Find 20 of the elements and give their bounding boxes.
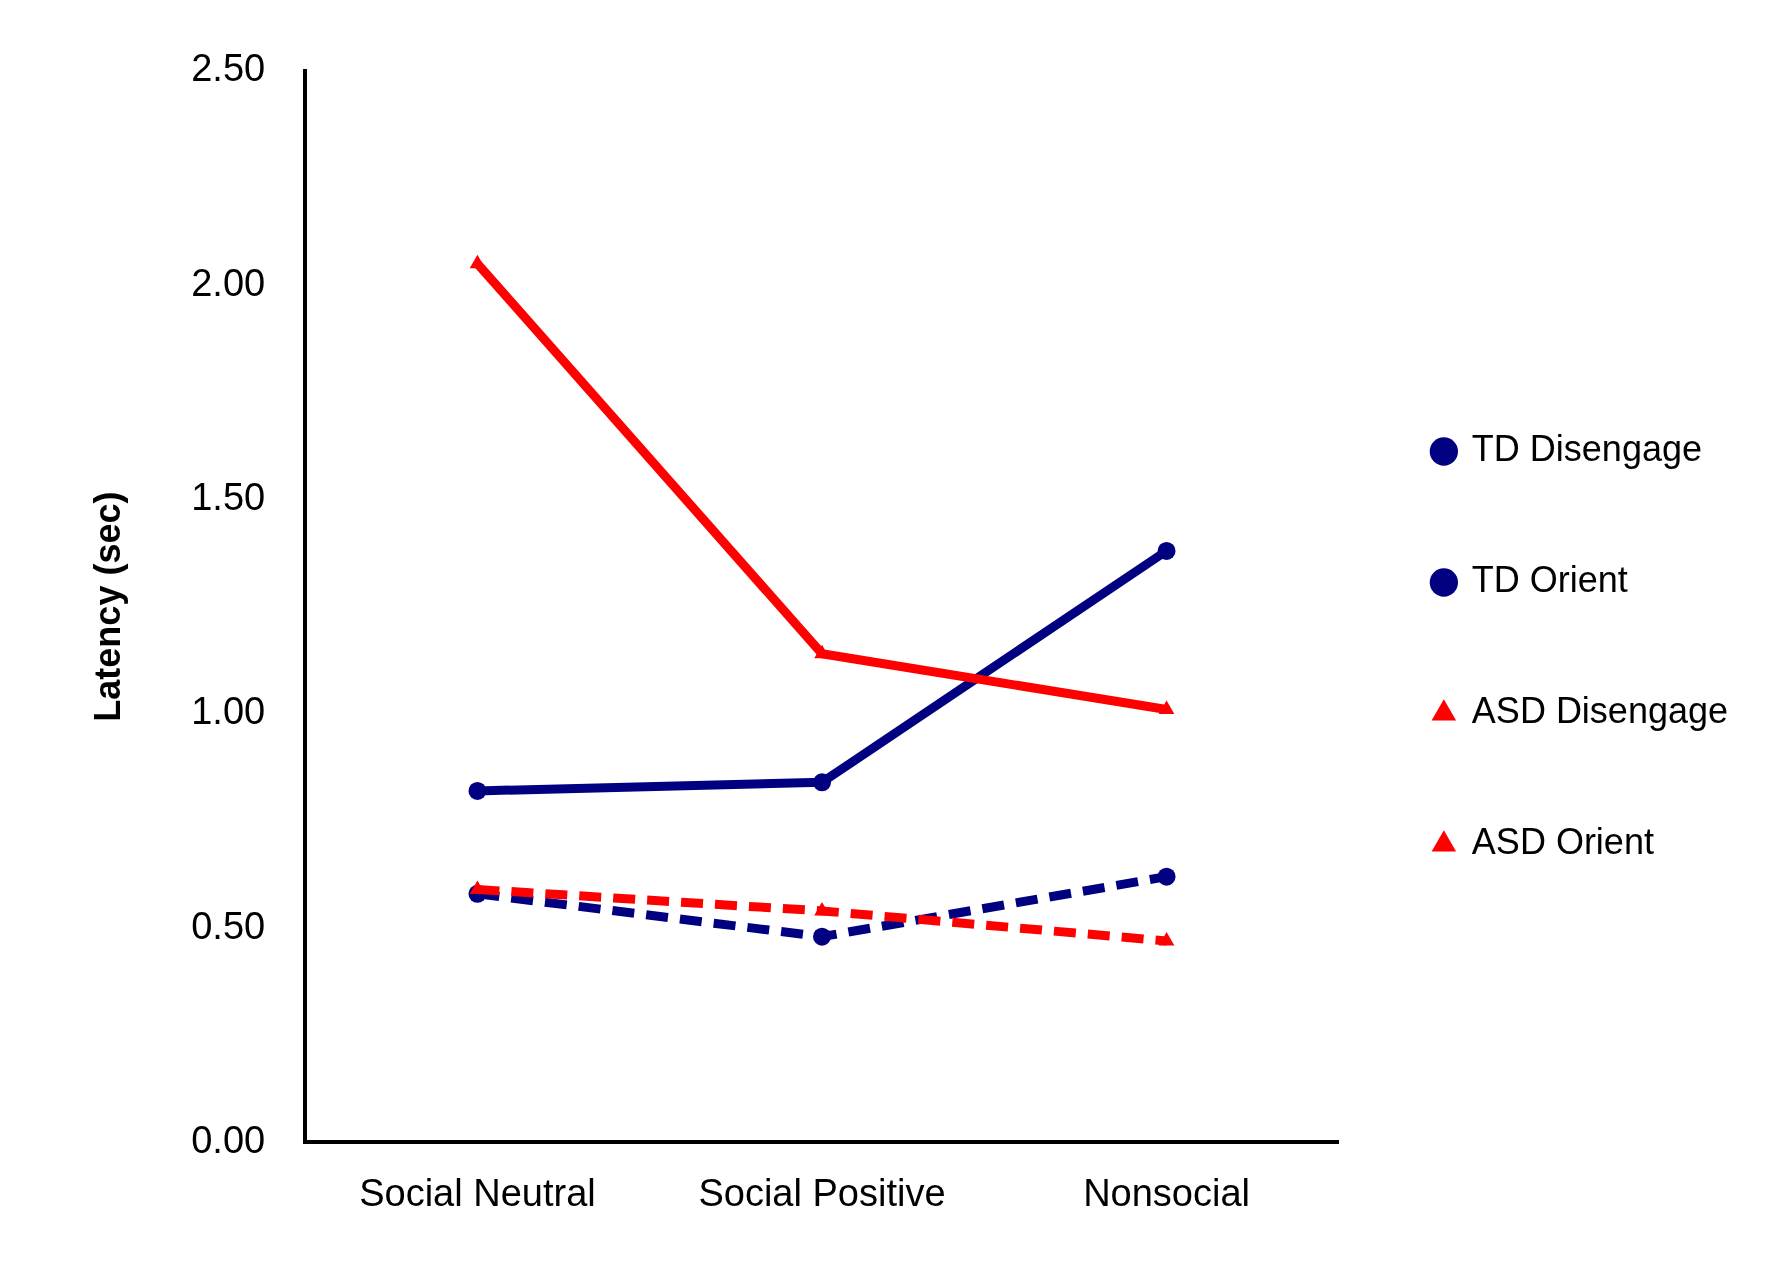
legend-label: TD Orient (1471, 559, 1628, 601)
y-tick-label: 1.50 (191, 475, 266, 518)
y-tick-label: 2.50 (191, 47, 266, 90)
x-tick-label: Nonsocial (1083, 1171, 1251, 1214)
legend-label: ASD Disengage (1471, 690, 1729, 732)
y-tick-label: 0.00 (191, 1118, 266, 1161)
point (468, 781, 487, 800)
point (1158, 700, 1175, 714)
x-tick-label: Social Positive (698, 1171, 946, 1214)
y-tick-label: 1.00 (191, 690, 266, 733)
legend-label: TD Disengage (1471, 428, 1702, 470)
point (1157, 867, 1176, 886)
point (1157, 541, 1176, 560)
y-axis-title: Latency (sec) (86, 491, 128, 722)
legend-label: ASD Orient (1471, 821, 1654, 863)
point (813, 927, 832, 946)
x-tick-label: Social Neutral (359, 1171, 596, 1214)
y-tick-label: 0.50 (191, 904, 266, 947)
point (813, 773, 832, 792)
y-tick-label: 2.00 (191, 261, 266, 304)
